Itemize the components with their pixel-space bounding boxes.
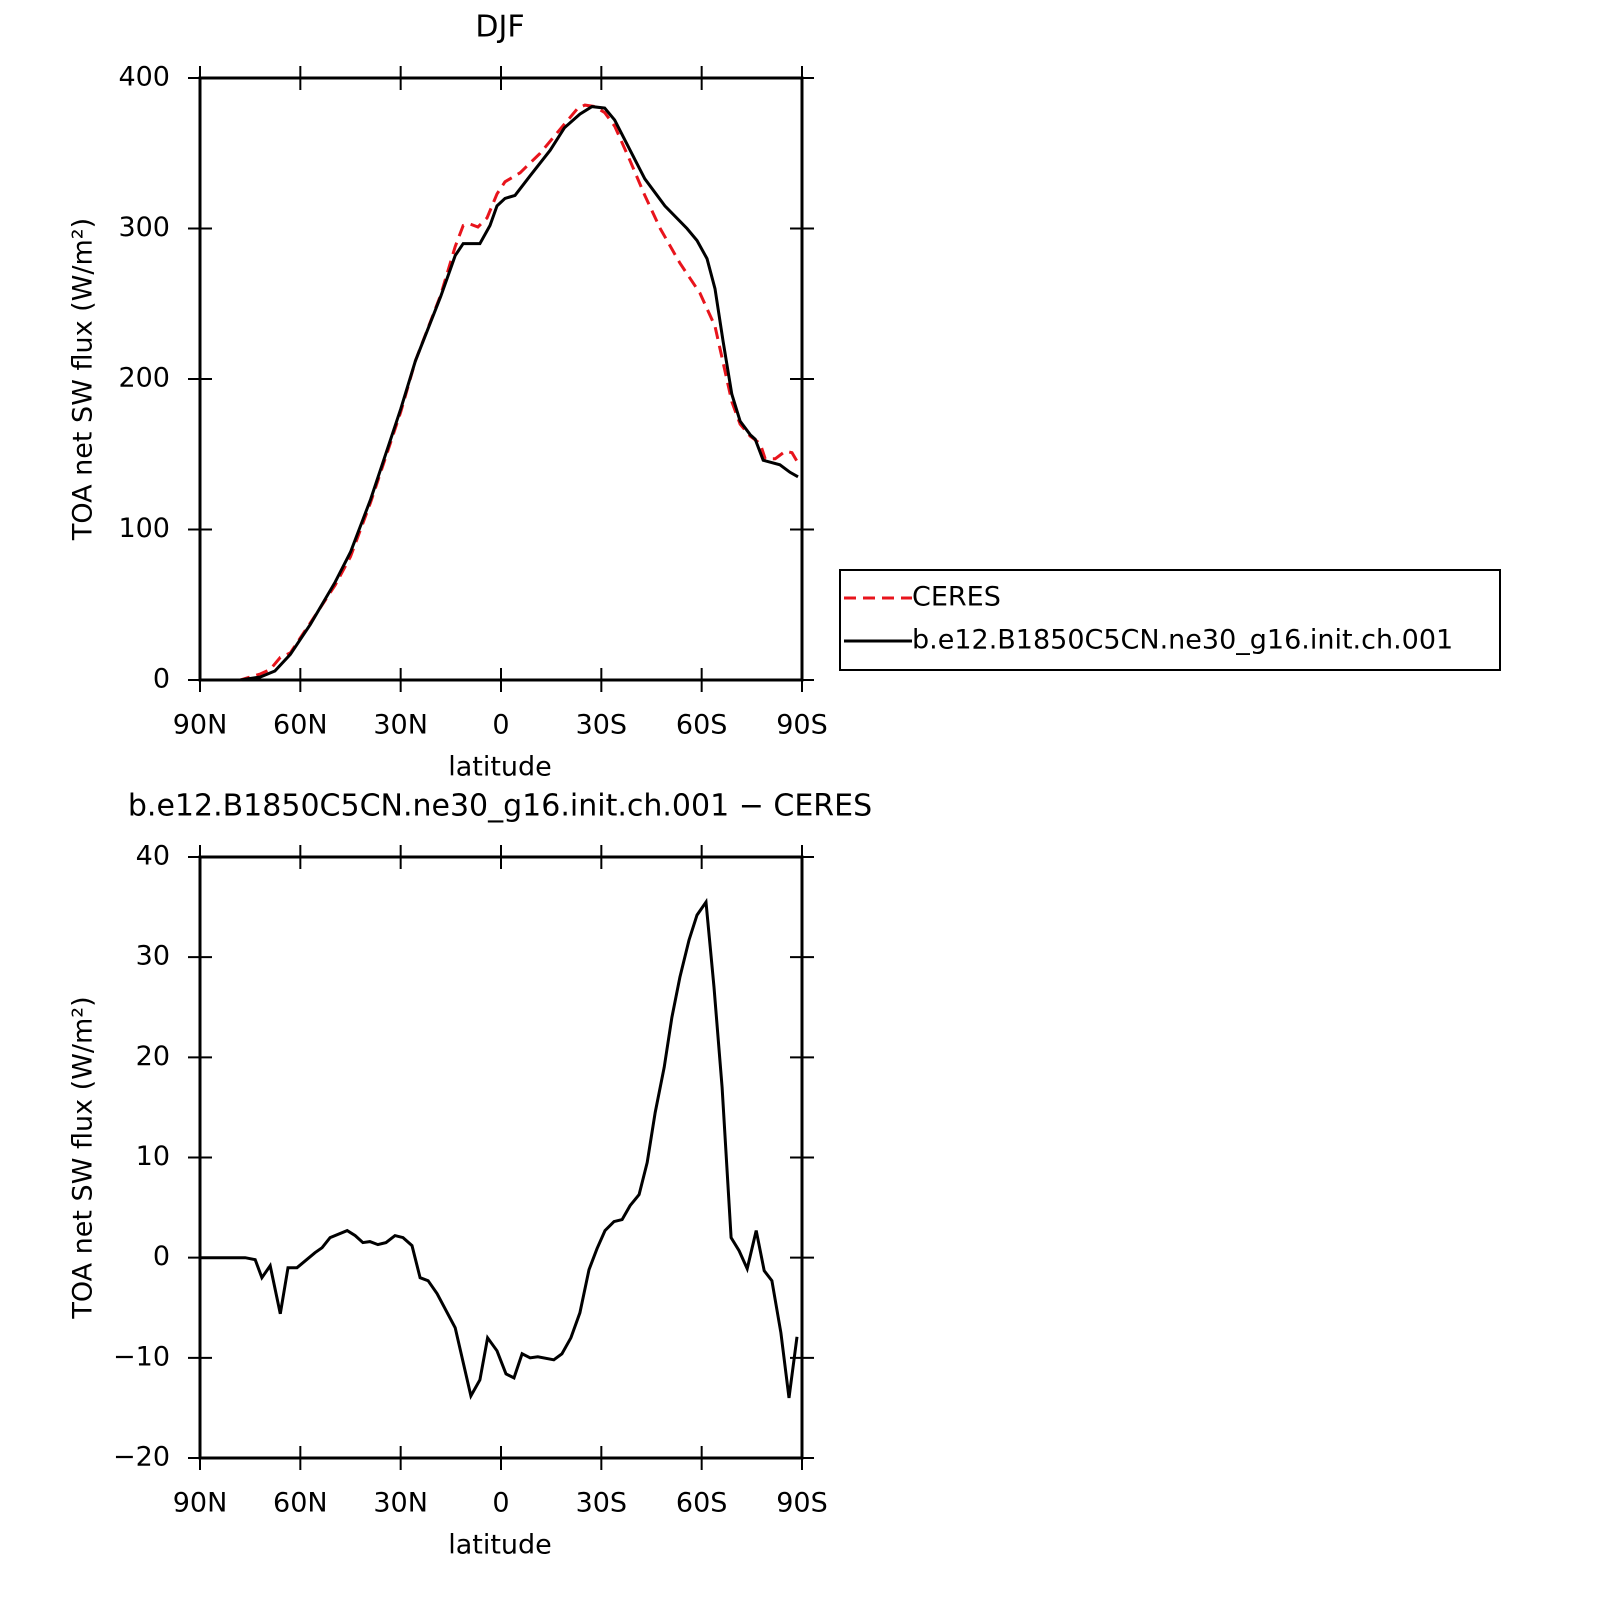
x-tick-label: 90N bbox=[173, 710, 228, 741]
chart-title: DJF bbox=[475, 10, 524, 45]
y-axis-label: TOA net SW flux (W/m²) bbox=[68, 218, 99, 541]
y-tick-label: 0 bbox=[153, 1241, 170, 1272]
x-tick-label: 60S bbox=[676, 710, 728, 741]
y-tick-label: 100 bbox=[118, 513, 170, 544]
x-tick-label: 90S bbox=[776, 1488, 828, 1519]
legend-label: CERES bbox=[912, 582, 1001, 613]
data-line bbox=[200, 103, 802, 682]
plot-frame bbox=[198, 76, 804, 682]
y-tick-label: 200 bbox=[118, 363, 170, 394]
x-axis-label: latitude bbox=[448, 1530, 552, 1561]
y-tick-label: 10 bbox=[136, 1141, 170, 1172]
x-tick-label: 0 bbox=[492, 710, 509, 741]
legend: CERES b.e12.B1850C5CN.ne30_g16.init.ch.00… bbox=[839, 569, 1501, 671]
plot-frame bbox=[198, 855, 804, 1460]
x-tick-label: 90N bbox=[173, 1488, 228, 1519]
data-line bbox=[200, 105, 799, 682]
panel: b.e12.B1850C5CN.ne30_g16.init.ch.001 − C… bbox=[68, 789, 873, 1561]
x-tick-label: 30N bbox=[373, 1488, 428, 1519]
y-tick-label: 30 bbox=[136, 941, 170, 972]
x-tick-label: 60N bbox=[273, 1488, 328, 1519]
x-tick-label: 30N bbox=[373, 710, 428, 741]
y-tick-label: 400 bbox=[118, 62, 170, 93]
legend-box bbox=[839, 569, 1501, 671]
data-line bbox=[200, 897, 799, 1401]
legend-label: b.e12.B1850C5CN.ne30_g16.init.ch.001 bbox=[912, 625, 1453, 656]
x-tick-label: 90S bbox=[776, 710, 828, 741]
x-tick-label: 30S bbox=[576, 710, 628, 741]
x-tick-label: 60N bbox=[273, 710, 328, 741]
x-tick-label: 30S bbox=[576, 1488, 628, 1519]
x-tick-label: 0 bbox=[492, 1488, 509, 1519]
y-tick-label: 0 bbox=[153, 664, 170, 695]
x-tick-label: 60S bbox=[676, 1488, 728, 1519]
x-axis-label: latitude bbox=[448, 752, 552, 783]
y-axis-label: TOA net SW flux (W/m²) bbox=[68, 996, 99, 1319]
y-tick-label: −10 bbox=[113, 1341, 170, 1372]
panel: DJF latitude TOA net SW flux (W/m²) 90N 60N 3… bbox=[68, 10, 1501, 783]
chart-title: b.e12.B1850C5CN.ne30_g16.init.ch.001 − C… bbox=[128, 789, 872, 824]
y-tick-label: −20 bbox=[113, 1442, 170, 1473]
y-tick-label: 40 bbox=[136, 841, 170, 872]
y-tick-label: 300 bbox=[118, 212, 170, 243]
y-tick-label: 20 bbox=[136, 1041, 170, 1072]
